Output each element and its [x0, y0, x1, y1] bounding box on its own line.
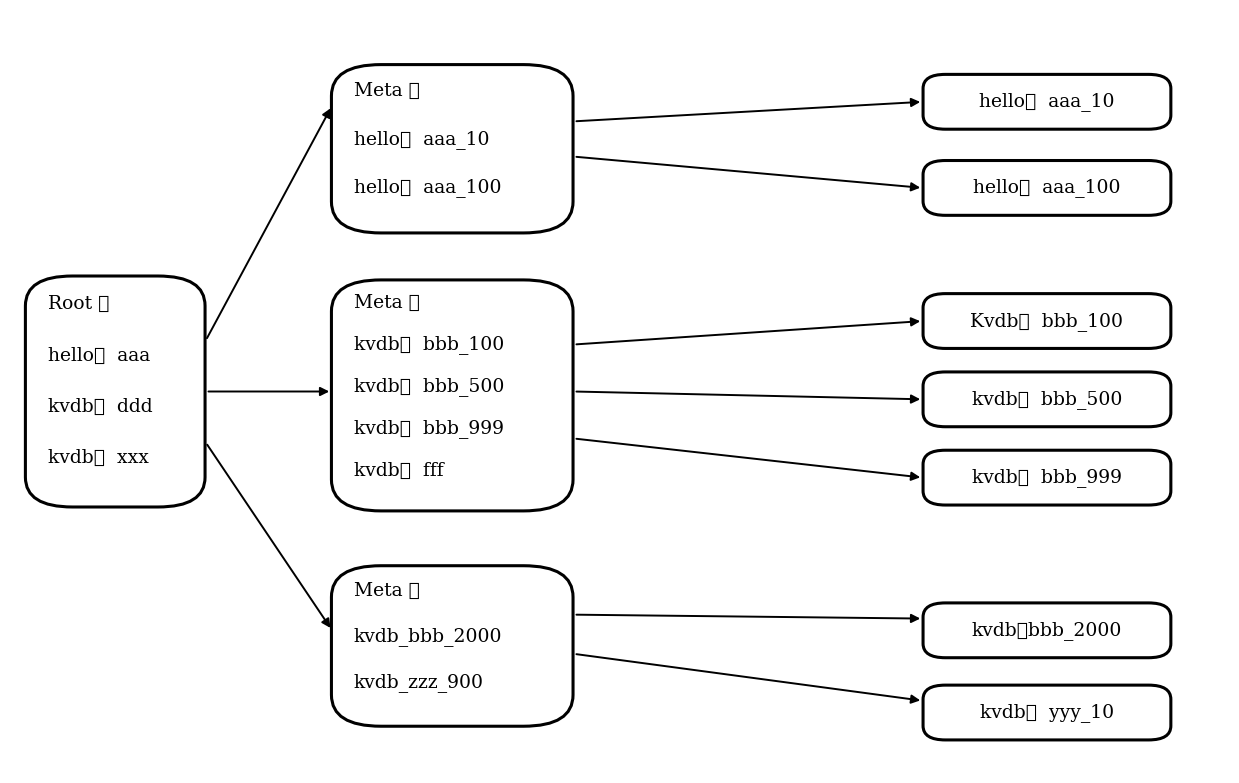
Text: hello，  aaa_100: hello， aaa_100: [973, 179, 1121, 197]
Text: kvdb_bbb_2000: kvdb_bbb_2000: [354, 627, 502, 646]
Text: hello，  aaa_10: hello， aaa_10: [979, 92, 1115, 111]
Text: kvdb，  fff: kvdb， fff: [354, 462, 444, 480]
Text: kvdb，  ddd: kvdb， ddd: [48, 398, 152, 416]
Text: kvdb，  bbb_100: kvdb， bbb_100: [354, 336, 504, 355]
FancyBboxPatch shape: [331, 64, 572, 233]
Text: kvdb，  bbb_999: kvdb， bbb_999: [354, 420, 504, 438]
FancyBboxPatch shape: [331, 565, 572, 727]
Text: Meta 表: Meta 表: [354, 82, 420, 100]
Text: kvdb，  yyy_10: kvdb， yyy_10: [980, 703, 1114, 722]
Text: kvdb，  xxx: kvdb， xxx: [48, 449, 149, 467]
Text: Meta 表: Meta 表: [354, 294, 420, 312]
FancyBboxPatch shape: [923, 74, 1171, 129]
FancyBboxPatch shape: [923, 294, 1171, 348]
FancyBboxPatch shape: [923, 161, 1171, 215]
FancyBboxPatch shape: [331, 280, 572, 511]
FancyBboxPatch shape: [923, 372, 1171, 427]
Text: kvdb_zzz_900: kvdb_zzz_900: [354, 673, 483, 692]
Text: hello，  aaa_10: hello， aaa_10: [354, 130, 489, 149]
Text: Kvdb，  bbb_100: Kvdb， bbb_100: [970, 312, 1124, 330]
FancyBboxPatch shape: [923, 685, 1171, 740]
FancyBboxPatch shape: [923, 603, 1171, 658]
FancyBboxPatch shape: [923, 450, 1171, 505]
Text: kvdb，  bbb_500: kvdb， bbb_500: [971, 390, 1123, 409]
Text: kvdb，  bbb_500: kvdb， bbb_500: [354, 377, 504, 396]
FancyBboxPatch shape: [26, 276, 204, 507]
Text: kvdb，bbb_2000: kvdb，bbb_2000: [971, 621, 1123, 640]
Text: hello，  aaa: hello， aaa: [48, 347, 150, 365]
Text: Meta 表: Meta 表: [354, 582, 420, 600]
Text: kvdb，  bbb_999: kvdb， bbb_999: [971, 468, 1123, 487]
Text: Root 表: Root 表: [48, 295, 109, 313]
Text: hello，  aaa_100: hello， aaa_100: [354, 178, 502, 197]
